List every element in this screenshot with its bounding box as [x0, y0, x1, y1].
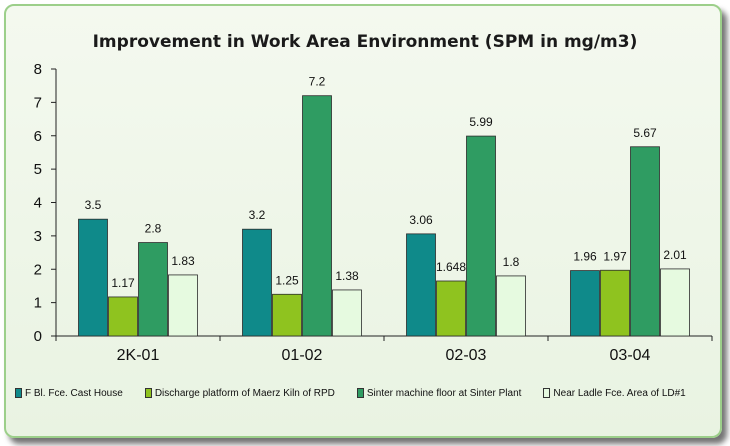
data-label: 1.83: [171, 254, 195, 268]
legend-swatch: [543, 388, 551, 398]
bar: [332, 289, 362, 337]
bar: [78, 218, 108, 337]
data-label: 1.648: [436, 260, 466, 274]
legend-swatch: [15, 388, 22, 398]
bar: [660, 268, 690, 337]
y-tick-label: 7: [34, 94, 42, 111]
y-tick-label: 5: [34, 161, 42, 178]
y-tick-label: 1: [34, 295, 42, 312]
bar: [466, 135, 496, 337]
bar: [436, 280, 466, 337]
bar: [242, 228, 272, 337]
y-tick-label: 3: [34, 228, 42, 245]
legend-label: F Bl. Fce. Cast House: [25, 387, 123, 399]
y-tick-label: 6: [34, 128, 42, 145]
bar: [496, 275, 526, 337]
legend-item: Discharge platform of Maerz Kiln of RPD: [144, 387, 335, 399]
legend-label: Near Ladle Fce. Area of LD#1: [553, 387, 686, 399]
data-label: 5.99: [469, 115, 493, 129]
data-label: 5.67: [633, 126, 657, 140]
data-label: 1.8: [503, 255, 520, 269]
bar: [108, 296, 138, 337]
data-label: 1.38: [335, 269, 359, 283]
y-tick-label: 8: [34, 61, 42, 78]
data-label: 1.96: [573, 250, 597, 264]
bar: [168, 274, 198, 337]
data-label: 3.06: [409, 213, 433, 227]
data-label: 2.8: [145, 222, 162, 236]
bar: [406, 233, 436, 337]
x-category-label: 01-02: [282, 347, 323, 364]
data-label: 1.97: [603, 249, 627, 263]
bar: [600, 269, 630, 337]
legend-swatch: [144, 388, 152, 398]
data-label: 2.01: [663, 248, 687, 262]
data-label: 7.2: [309, 75, 326, 89]
legend-label: Sinter machine floor at Sinter Plant: [366, 387, 522, 399]
data-label: 3.5: [85, 198, 102, 212]
x-category-label: 2K-01: [117, 347, 160, 364]
bar: [138, 242, 168, 337]
x-category-label: 02-03: [446, 347, 487, 364]
bar: [570, 270, 600, 337]
chart-legend: F Bl. Fce. Cast House Discharge platform …: [15, 382, 715, 404]
chart-frame: [4, 4, 722, 438]
y-tick-label: 2: [34, 261, 42, 278]
x-category-label: 03-04: [610, 347, 651, 364]
bar: [302, 95, 332, 337]
y-tick-label: 0: [34, 328, 42, 345]
legend-item: Sinter machine floor at Sinter Plant: [356, 387, 522, 399]
data-label: 1.25: [275, 273, 299, 287]
bar: [272, 293, 302, 337]
legend-label: Discharge platform of Maerz Kiln of RPD: [154, 387, 335, 399]
chart-title: Improvement in Work Area Environment (SP…: [92, 32, 638, 52]
legend-item: Near Ladle Fce. Area of LD#1: [543, 387, 686, 399]
bar: [630, 146, 660, 337]
data-label: 1.17: [111, 276, 135, 290]
legend-swatch: [356, 388, 364, 398]
data-label: 3.2: [249, 208, 266, 222]
y-tick-label: 4: [34, 195, 42, 212]
legend-item: F Bl. Fce. Cast House: [15, 388, 123, 399]
